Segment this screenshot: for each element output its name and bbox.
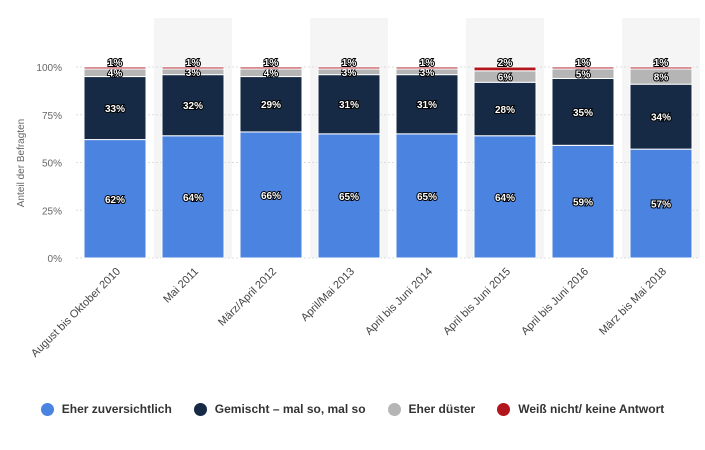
x-tick-label: April/Mai 2013: [299, 266, 357, 324]
bar-segment: [317, 66, 381, 70]
data-label: 65%: [417, 192, 437, 203]
bar-segment: [317, 74, 381, 135]
data-label: 5%: [576, 70, 591, 81]
data-label: 59%: [573, 198, 593, 209]
data-label: 57%: [651, 200, 671, 211]
legend-label: Eher zuversichtlich: [61, 402, 172, 416]
y-axis-ticks: 0% 25% 50% 75% 100%: [36, 63, 62, 265]
legend-item-weiss-nicht[interactable]: Weiß nicht/ keine Antwort: [497, 402, 664, 416]
bar-segment: [473, 81, 537, 137]
y-axis-label: Anteil der Befragten: [16, 119, 27, 207]
data-label: 64%: [183, 193, 203, 204]
bar-segment: [239, 66, 303, 70]
bar-segment: [395, 133, 459, 259]
stacked-bar-chart: 0% 25% 50% 75% 100% Anteil der Befragten 62%…: [16, 57, 700, 360]
data-label: 8%: [654, 73, 669, 84]
data-label: 4%: [108, 69, 123, 80]
data-label: 4%: [264, 69, 279, 80]
data-label: 33%: [105, 104, 125, 115]
data-label: 1%: [654, 58, 669, 69]
x-axis-ticks: August bis Oktober 2010 Mai 2011 März/Apri…: [29, 266, 669, 360]
x-tick-label: April bis Juni 2016: [519, 266, 591, 338]
bar-segment: [395, 66, 459, 70]
data-label: 34%: [651, 113, 671, 124]
data-label: 65%: [339, 192, 359, 203]
data-label: 31%: [339, 100, 359, 111]
legend-label: Weiß nicht/ keine Antwort: [518, 402, 665, 416]
x-tick-label: August bis Oktober 2010: [29, 266, 123, 360]
legend-label: Eher düster: [408, 402, 476, 416]
bar-segment: [83, 76, 147, 141]
legend: Eher zuversichtlich Gemischt – mal so, m…: [0, 397, 705, 421]
bar-segment: [239, 131, 303, 259]
legend-item-eher-zuversichtlich[interactable]: Eher zuversichtlich: [40, 402, 172, 416]
bar-segment: [629, 83, 693, 150]
x-tick-label: März/April 2012: [216, 266, 279, 329]
y-tick-label: 0%: [48, 254, 63, 265]
y-tick-label: 25%: [42, 206, 62, 217]
data-label: 3%: [186, 68, 201, 79]
data-label: 1%: [420, 58, 435, 69]
data-label: 62%: [105, 195, 125, 206]
legend-item-gemischt[interactable]: Gemischt – mal so, mal so: [193, 402, 366, 416]
data-label: 28%: [495, 105, 515, 116]
bar-segment: [551, 66, 615, 70]
data-label: 1%: [186, 58, 201, 69]
data-label: 3%: [420, 68, 435, 79]
y-tick-label: 100%: [36, 63, 62, 74]
data-label: 2%: [498, 58, 513, 69]
data-label: 1%: [108, 58, 123, 69]
legend-marker: [193, 402, 207, 416]
data-label: 1%: [576, 58, 591, 69]
bar-segment: [83, 139, 147, 259]
bar-segment: [317, 133, 381, 259]
legend-item-eher-duester[interactable]: Eher düster: [387, 402, 476, 416]
bar-segment: [83, 66, 147, 70]
bar-segment: [629, 66, 693, 70]
data-label: 3%: [342, 68, 357, 79]
data-label: 29%: [261, 100, 281, 111]
data-label: 64%: [495, 193, 515, 204]
legend-marker: [40, 402, 54, 416]
bar-segment: [473, 135, 537, 259]
bar-segment: [395, 74, 459, 135]
data-label: 66%: [261, 191, 281, 202]
bar-segment: [161, 66, 225, 70]
data-label: 32%: [183, 101, 203, 112]
data-label: 35%: [573, 108, 593, 119]
bar-segment: [473, 66, 537, 72]
legend-label: Gemischt – mal so, mal so: [214, 402, 366, 416]
bar-segments: 62%33%4%1%64%32%3%1%66%29%4%1%65%31%3%1%…: [83, 57, 693, 259]
bar-segment: [161, 74, 225, 137]
x-tick-label: Mai 2011: [161, 266, 201, 306]
legend-marker: [497, 402, 511, 416]
y-tick-label: 75%: [42, 111, 62, 122]
data-label: 6%: [498, 73, 513, 84]
data-label: 31%: [417, 100, 437, 111]
x-tick-label: April bis Juni 2015: [441, 266, 513, 338]
y-tick-label: 50%: [42, 159, 62, 170]
x-tick-label: April bis Juni 2014: [363, 266, 435, 338]
x-tick-label: März bis Mai 2018: [597, 266, 669, 338]
data-label: 1%: [342, 58, 357, 69]
legend-marker: [387, 402, 401, 416]
bar-segment: [239, 76, 303, 133]
data-label: 1%: [264, 58, 279, 69]
